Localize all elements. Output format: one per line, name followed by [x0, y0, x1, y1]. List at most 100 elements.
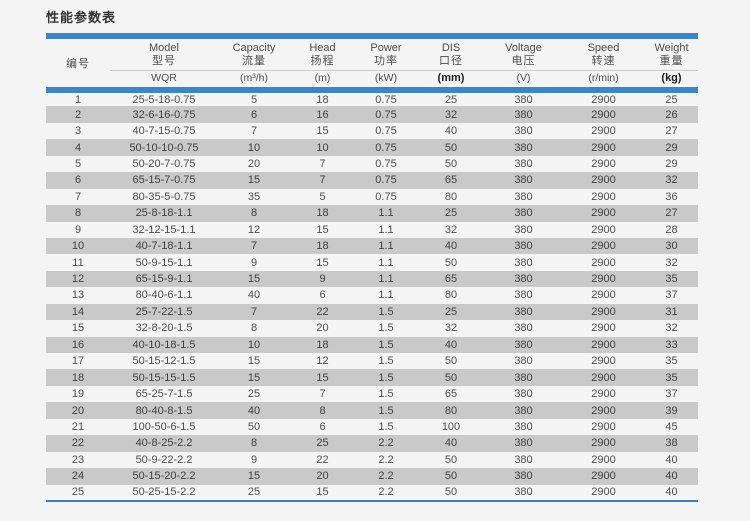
- table-cell-capacity: 8: [250, 437, 258, 450]
- table-body: 1 25-5-18-0.75 5 18 0.75 25 380 2900 25 2 32-6-16-…: [46, 90, 698, 502]
- table-cell-speed: 2900: [591, 157, 616, 170]
- table-cell-capacity: 8: [250, 322, 258, 335]
- column-header-row-number: 编号: [46, 33, 110, 93]
- table-row: 24 50-15-20-2.2 15 20 2.2 50 380 2900 40: [46, 468, 698, 485]
- table-row: 16 40-10-18-1.5 10 18 1.5 40 380 2900 33: [46, 336, 698, 353]
- column-header-weight: Weight 重量: [645, 33, 698, 71]
- table-cell-power: 0.75: [375, 125, 397, 138]
- column-unit-capacity: (m³/h): [218, 70, 290, 93]
- column-header-voltage: Voltage 电压: [485, 33, 562, 71]
- table-cell-voltage: 380: [514, 305, 533, 318]
- table-cell-speed: 2900: [591, 420, 616, 433]
- table-cell-speed: 2900: [591, 207, 616, 220]
- table-cell-head: 9: [319, 273, 326, 286]
- table-cell-head: 20: [316, 322, 329, 335]
- table-row: 4 50-10-10-0.75 10 10 0.75 50 380 2900 29: [46, 139, 698, 156]
- column-unit-dis: (mm): [417, 70, 485, 93]
- column-header-zh: 电压: [511, 55, 536, 67]
- table-cell-dis: 32: [444, 322, 458, 335]
- table-cell-capacity: 35: [247, 190, 261, 203]
- table-cell-voltage: 380: [514, 108, 533, 121]
- table-cell-speed: 2900: [591, 174, 616, 187]
- row-number-cell: 9: [74, 223, 82, 236]
- table-cell-voltage: 380: [514, 223, 533, 236]
- table-cell-weight: 38: [665, 437, 678, 450]
- row-number-cell: 16: [71, 338, 85, 351]
- row-number-cell: 14: [71, 305, 85, 318]
- table-cell-dis: 25: [444, 305, 458, 318]
- table-cell-speed: 2900: [591, 223, 616, 236]
- table-cell-voltage: 380: [514, 157, 533, 170]
- table-cell-capacity: 50: [247, 420, 261, 433]
- column-header-en: Model: [149, 42, 179, 54]
- row-number-cell: 4: [74, 141, 82, 154]
- table-cell-voltage: 380: [514, 93, 533, 106]
- table-cell-model: 40-7-15-0.75: [132, 125, 196, 138]
- table-cell-weight: 37: [665, 289, 678, 302]
- table-cell-head: 18: [316, 338, 329, 351]
- table-row: 17 50-15-12-1.5 15 12 1.5 50 380 2900 35: [46, 353, 698, 369]
- table-cell-weight: 35: [665, 371, 678, 384]
- row-number-cell: 20: [71, 404, 85, 417]
- table-cell-model: 80-40-6-1.1: [135, 289, 193, 302]
- row-number-cell: 23: [71, 453, 85, 466]
- table-cell-speed: 2900: [591, 371, 616, 384]
- table-row: 6 65-15-7-0.75 15 7 0.75 65 380 2900 32: [46, 172, 698, 189]
- table-cell-power: 1.5: [378, 388, 394, 401]
- table-cell-head: 8: [319, 404, 326, 417]
- spec-table: 编号 Model 型号 Capacity 流量 Head 扬程 Power 功率 DIS 口径 Vol…: [46, 33, 698, 502]
- table-cell-dis: 50: [444, 371, 458, 384]
- row-number-cell: 1: [74, 93, 82, 106]
- table-cell-model: 80-35-5-0.75: [132, 190, 196, 203]
- table-cell-voltage: 380: [514, 207, 533, 220]
- table-cell-voltage: 380: [514, 174, 533, 187]
- column-header-zh: 流量: [242, 55, 266, 67]
- table-cell-head: 15: [316, 256, 329, 269]
- row-number-cell: 11: [72, 256, 84, 269]
- row-number-cell: 21: [71, 420, 85, 433]
- column-header-zh: 重量: [659, 55, 684, 67]
- table-cell-capacity: 25: [218, 484, 290, 502]
- table-cell-dis: 40: [444, 125, 458, 138]
- table-cell-capacity: 15: [247, 371, 261, 384]
- table-cell-weight: 33: [665, 338, 678, 351]
- page-title: 性能参数表: [46, 10, 117, 25]
- table-cell-head: 15: [316, 371, 329, 384]
- table-cell-head: 7: [319, 388, 326, 401]
- table-cell-speed: 2900: [591, 322, 616, 335]
- table-row: 19 65-25-7-1.5 25 7 1.5 65 380 2900 37: [46, 386, 698, 402]
- table-row: 22 40-8-25-2.2 8 25 2.2 40 380 2900 38: [46, 435, 698, 452]
- table-cell-weight: 45: [665, 420, 678, 433]
- table-cell-power: 1.5: [378, 305, 394, 318]
- table-cell-head: 22: [316, 305, 329, 318]
- table-cell-voltage: 380: [514, 437, 533, 450]
- table-cell-dis: 65: [444, 273, 458, 286]
- table-cell-voltage: 380: [514, 470, 533, 483]
- table-cell-weight: 40: [665, 470, 678, 483]
- table-cell-dis: 50: [444, 355, 458, 368]
- table-cell-dis: 65: [444, 174, 458, 187]
- row-number-cell: 10: [71, 240, 85, 253]
- column-header-zh: 型号: [152, 55, 176, 67]
- table-cell-voltage: 380: [514, 141, 533, 154]
- column-header-zh: 转速: [591, 55, 616, 67]
- table-cell-capacity: 12: [247, 223, 261, 236]
- table-cell-model: 32-6-16-0.75: [132, 108, 196, 121]
- table-cell-weight: 27: [665, 125, 678, 138]
- table-row: 10 40-7-18-1.1 7 18 1.1 40 380 2900 30: [46, 237, 698, 255]
- table-cell-speed: 2900: [591, 470, 616, 483]
- table-cell-capacity: 10: [247, 141, 261, 154]
- table-row: 25 50-25-15-2.2 25 15 2.2 50 380 2900 40: [46, 484, 698, 502]
- table-cell-power: 1.1: [378, 207, 394, 220]
- table-cell-dis: 65: [444, 388, 458, 401]
- table-cell-weight: 32: [665, 174, 678, 187]
- column-header-en: Weight: [654, 42, 689, 54]
- column-header-model: Model 型号: [110, 33, 218, 71]
- table-cell-speed: 2900: [591, 437, 616, 450]
- table-cell-weight: 26: [665, 108, 678, 121]
- table-cell-weight: 35: [665, 273, 678, 286]
- table-cell-voltage: 380: [514, 338, 533, 351]
- table-cell-head: 18: [316, 93, 329, 106]
- table-cell-power: 1.5: [378, 371, 394, 384]
- table-cell-model: 65-15-9-1.1: [135, 273, 193, 286]
